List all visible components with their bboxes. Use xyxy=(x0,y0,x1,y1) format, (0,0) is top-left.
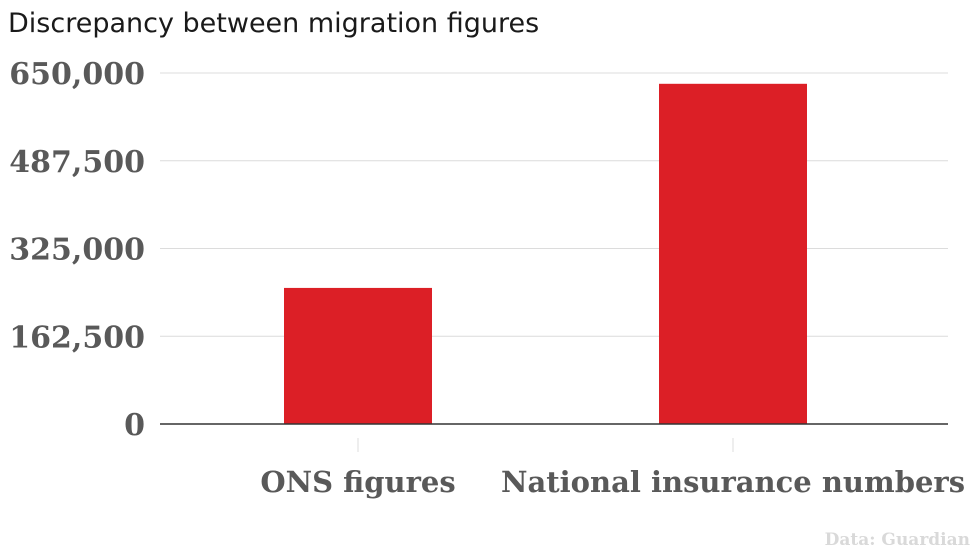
bar xyxy=(284,287,432,424)
y-tick-labels: 0 162,500 325,000 487,500 650,000 xyxy=(9,57,145,443)
gridlines xyxy=(160,72,948,337)
x-tick-label: National insurance numbers xyxy=(501,465,965,499)
y-tick-label: 487,500 xyxy=(9,145,145,180)
x-tick-labels: ONS figures National insurance numbers xyxy=(260,438,965,499)
y-tick-label: 162,500 xyxy=(9,320,145,355)
y-tick-label: 0 xyxy=(124,408,145,443)
x-tick-label: ONS figures xyxy=(260,465,455,499)
bar xyxy=(659,83,807,425)
source-label: Data: Guardian xyxy=(825,530,970,550)
bars xyxy=(284,83,807,425)
chart-title: Discrepancy between migration figures xyxy=(8,8,540,39)
y-tick-label: 650,000 xyxy=(9,57,145,92)
y-tick-label: 325,000 xyxy=(9,233,145,268)
